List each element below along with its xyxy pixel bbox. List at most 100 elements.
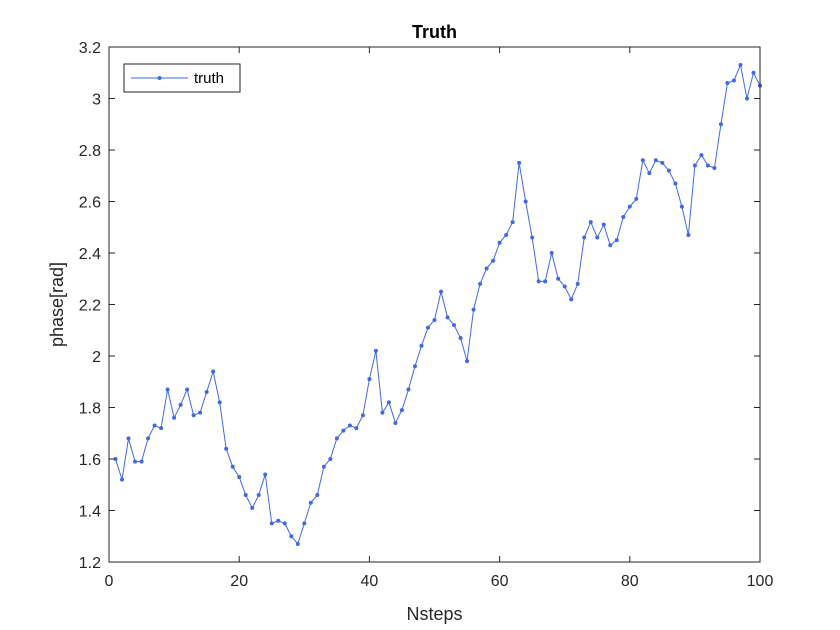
- x-tick-label: 20: [230, 573, 248, 590]
- data-point: [413, 364, 417, 368]
- data-point: [660, 161, 664, 165]
- data-point: [608, 243, 612, 247]
- data-point: [406, 387, 410, 391]
- data-point: [166, 387, 170, 391]
- x-axis-title: Nsteps: [406, 604, 462, 624]
- data-point: [511, 220, 515, 224]
- data-point: [452, 323, 456, 327]
- data-point: [302, 521, 306, 525]
- data-point: [354, 426, 358, 430]
- data-point: [296, 542, 300, 546]
- data-point: [439, 290, 443, 294]
- data-point: [127, 436, 131, 440]
- data-point: [367, 377, 371, 381]
- data-point: [517, 161, 521, 165]
- legend-label-truth: truth: [194, 70, 224, 87]
- data-point: [472, 308, 476, 312]
- data-point: [537, 279, 541, 283]
- data-point: [543, 279, 547, 283]
- data-point: [380, 411, 384, 415]
- y-axis-title: phase[rad]: [47, 262, 67, 347]
- data-point: [172, 416, 176, 420]
- data-point: [563, 284, 567, 288]
- data-point: [231, 465, 235, 469]
- data-point: [576, 282, 580, 286]
- data-point: [218, 400, 222, 404]
- x-tick-label: 0: [105, 573, 114, 590]
- data-point: [348, 424, 352, 428]
- y-tick-label: 1.4: [79, 504, 101, 521]
- data-point: [374, 349, 378, 353]
- data-point: [309, 501, 313, 505]
- data-point: [491, 259, 495, 263]
- data-point: [647, 171, 651, 175]
- x-tick-label: 60: [491, 573, 509, 590]
- data-point: [433, 318, 437, 322]
- data-point: [530, 236, 534, 240]
- data-point: [732, 78, 736, 82]
- data-point: [276, 519, 280, 523]
- data-point: [498, 241, 502, 245]
- data-point: [595, 236, 599, 240]
- data-point: [621, 215, 625, 219]
- data-point: [725, 81, 729, 85]
- y-tick-label: 3.2: [79, 40, 101, 57]
- data-point: [706, 163, 710, 167]
- y-tick-label: 1.6: [79, 452, 101, 469]
- y-tick-label: 1.2: [79, 555, 101, 572]
- legend-marker-truth: [158, 76, 162, 80]
- data-point: [628, 205, 632, 209]
- x-tick-label: 100: [747, 573, 774, 590]
- data-point: [153, 424, 157, 428]
- data-point: [751, 71, 755, 75]
- y-tick-label: 1.8: [79, 401, 101, 418]
- data-point: [485, 266, 489, 270]
- data-point: [263, 472, 267, 476]
- data-point: [556, 277, 560, 281]
- data-point: [250, 506, 254, 510]
- y-tick-label: 2: [92, 349, 101, 366]
- data-point: [159, 426, 163, 430]
- data-point: [419, 344, 423, 348]
- data-point: [341, 429, 345, 433]
- data-point: [465, 359, 469, 363]
- data-point: [179, 403, 183, 407]
- x-tick-label: 40: [361, 573, 379, 590]
- data-point: [641, 158, 645, 162]
- data-point: [712, 166, 716, 170]
- data-point: [224, 447, 228, 451]
- data-point: [634, 197, 638, 201]
- data-point: [400, 408, 404, 412]
- data-point: [602, 223, 606, 227]
- data-point: [237, 475, 241, 479]
- data-point: [719, 122, 723, 126]
- data-point: [283, 521, 287, 525]
- data-point: [257, 493, 261, 497]
- data-point: [524, 200, 528, 204]
- data-point: [667, 169, 671, 173]
- data-point: [589, 220, 593, 224]
- data-point: [426, 326, 430, 330]
- data-point: [693, 163, 697, 167]
- data-point: [185, 387, 189, 391]
- data-point: [459, 336, 463, 340]
- data-point: [120, 478, 124, 482]
- data-point: [582, 236, 586, 240]
- data-point: [244, 493, 248, 497]
- data-point: [198, 411, 202, 415]
- data-point: [673, 181, 677, 185]
- data-point: [615, 238, 619, 242]
- data-point: [387, 400, 391, 404]
- y-tick-label: 2.6: [79, 195, 101, 212]
- data-point: [328, 457, 332, 461]
- data-point: [211, 369, 215, 373]
- data-point: [133, 460, 137, 464]
- data-point: [699, 153, 703, 157]
- x-tick-label: 80: [621, 573, 639, 590]
- data-point: [745, 97, 749, 101]
- data-point: [289, 534, 293, 538]
- data-point: [504, 233, 508, 237]
- y-tick-label: 2.2: [79, 298, 101, 315]
